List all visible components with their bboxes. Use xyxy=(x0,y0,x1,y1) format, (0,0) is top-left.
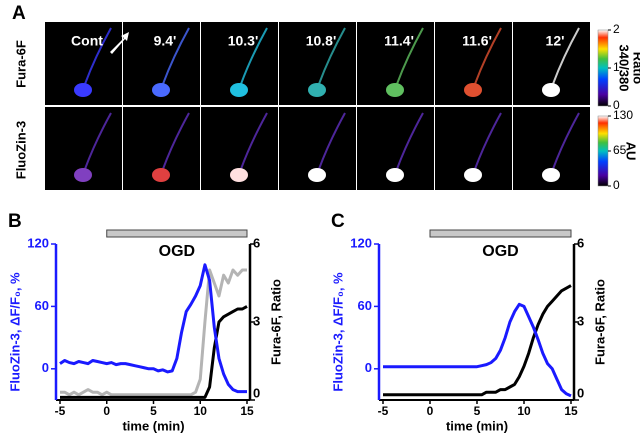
x-tick-label: 15 xyxy=(240,404,254,418)
x-tick-label: 5 xyxy=(474,404,481,418)
data-line xyxy=(59,263,247,394)
row-label: FluoZin-3 xyxy=(13,121,28,180)
cell-process xyxy=(84,27,112,85)
y2-tick-label: 3 xyxy=(577,313,584,328)
arrow xyxy=(110,32,129,54)
cell-body xyxy=(542,168,560,182)
y-tick-label: 60 xyxy=(35,298,49,313)
cell-process xyxy=(84,112,112,170)
annotation-bar xyxy=(429,229,572,238)
x-axis-label: time (min) xyxy=(122,418,184,433)
cell-process xyxy=(474,27,502,85)
cell-body xyxy=(308,83,326,97)
annotation: OGD xyxy=(159,243,195,260)
image-strip xyxy=(45,22,590,190)
annotation-bar xyxy=(106,229,248,238)
y-axis-label: FluoZin-3, ΔF/F₀, % xyxy=(7,272,22,392)
y-tick-label: 0 xyxy=(365,360,372,375)
time-label: 11.6' xyxy=(462,33,492,49)
colorbar-label: AU xyxy=(624,142,639,161)
colorbar-tick-label: 130 xyxy=(613,108,633,122)
cell-process xyxy=(240,27,268,85)
row-label: Fura-6F xyxy=(13,40,28,88)
x-tick-label: 15 xyxy=(564,404,578,418)
x-tick-label: 5 xyxy=(150,404,157,418)
x-tick-label: -5 xyxy=(378,404,389,418)
cell-process xyxy=(552,112,580,170)
colorbar-tick-label: 65 xyxy=(613,143,627,157)
cell-process xyxy=(318,112,346,170)
cell-body xyxy=(152,168,170,182)
y-axis-label: FluoZin-3, ΔF/F₀, % xyxy=(330,272,345,392)
cell-process xyxy=(396,27,424,85)
y-tick-label: 120 xyxy=(350,235,372,250)
x-tick-label: -5 xyxy=(55,404,66,418)
data-line xyxy=(60,268,247,397)
colorbar xyxy=(597,29,609,107)
data-line xyxy=(383,302,572,398)
colorbar-tick-label: 2 xyxy=(613,22,620,36)
cell-body xyxy=(542,83,560,97)
y2-tick-label: 6 xyxy=(253,235,260,250)
y-tick-label: 0 xyxy=(42,360,49,375)
y2-tick-label: 0 xyxy=(253,385,260,400)
cell-body xyxy=(386,83,404,97)
cell-body xyxy=(152,83,170,97)
panel-label: C xyxy=(331,211,345,232)
y-tick-label: 120 xyxy=(27,235,49,250)
cell-body xyxy=(230,83,248,97)
x-axis-label: time (min) xyxy=(446,418,508,433)
cell-process xyxy=(474,112,502,170)
colorbar-label: Ratio xyxy=(631,52,640,85)
time-label: 9.4' xyxy=(154,33,177,49)
cell-body xyxy=(74,83,92,97)
panel-label: A xyxy=(12,3,26,24)
cell-body xyxy=(386,168,404,182)
time-label: 11.4' xyxy=(384,33,414,49)
y2-axis-label: Fura-6F, Ratio xyxy=(592,279,607,365)
cell-body xyxy=(230,168,248,182)
data-line xyxy=(383,284,572,397)
y2-tick-label: 6 xyxy=(577,235,584,250)
colorbar-tick-label: 1 xyxy=(613,60,620,74)
cell-process xyxy=(240,112,268,170)
colorbar-tick-label: 0 xyxy=(613,98,620,112)
y2-tick-label: 0 xyxy=(577,385,584,400)
cell-process xyxy=(552,27,580,85)
x-tick-label: 10 xyxy=(194,404,208,418)
time-label: 10.3' xyxy=(228,33,259,49)
y2-tick-label: 3 xyxy=(253,313,260,328)
colorbar xyxy=(597,115,609,187)
time-label: 10.8' xyxy=(306,33,337,49)
x-tick-label: 0 xyxy=(427,404,434,418)
x-tick-label: 10 xyxy=(517,404,531,418)
cell-process xyxy=(318,27,346,85)
time-label: 12' xyxy=(546,33,565,49)
colorbar-label: 340/380 xyxy=(617,45,632,92)
cell-process xyxy=(396,112,424,170)
cell-process xyxy=(162,27,190,85)
cell-body xyxy=(74,168,92,182)
cell-body xyxy=(308,168,326,182)
cell-body xyxy=(464,83,482,97)
y-tick-label: 60 xyxy=(358,298,372,313)
y2-axis-label: Fura-6F, Ratio xyxy=(268,279,283,365)
cell-body xyxy=(464,168,482,182)
time-label: Cont xyxy=(71,33,103,49)
annotation: OGD xyxy=(482,243,518,260)
colorbar-tick-label: 0 xyxy=(613,178,620,192)
x-tick-label: 0 xyxy=(103,404,110,418)
cell-process xyxy=(162,112,190,170)
panel-label: B xyxy=(8,211,22,232)
